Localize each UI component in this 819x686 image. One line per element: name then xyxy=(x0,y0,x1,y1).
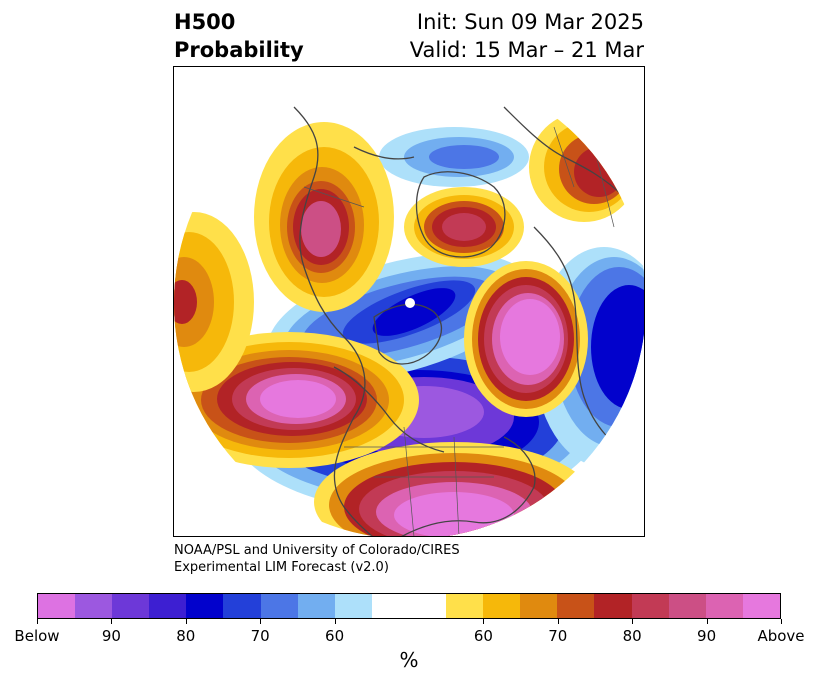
colorbar-segment xyxy=(668,594,706,618)
colorbar-segment xyxy=(260,594,298,618)
colorbar-segment xyxy=(742,594,780,618)
colorbar-tick-label: 90 xyxy=(697,627,717,645)
colorbar-tick-label: Above xyxy=(757,627,805,645)
title-line-1: H500 xyxy=(174,10,236,34)
north-pole-marker xyxy=(405,298,415,308)
colorbar-segment xyxy=(483,594,521,618)
colorbar-tick-label: 60 xyxy=(325,627,345,645)
colorbar-tick-label: 60 xyxy=(473,627,493,645)
colorbar-tick-label: 90 xyxy=(101,627,121,645)
above-north-atlantic xyxy=(464,261,588,417)
init-date: Init: Sun 09 Mar 2025 xyxy=(416,10,644,34)
colorbar-segment xyxy=(75,594,113,618)
colorbar-segment xyxy=(631,594,669,618)
colorbar-tick-label: 80 xyxy=(622,627,642,645)
colorbar-tick-mark xyxy=(483,619,485,624)
colorbar-tick-label: 70 xyxy=(250,627,270,645)
above-greenland xyxy=(404,187,524,267)
colorbar-segment xyxy=(149,594,187,618)
colorbar-segment xyxy=(371,594,409,618)
colorbar-tick-mark xyxy=(632,619,634,624)
chart-title: H500 Probability xyxy=(174,8,304,64)
colorbar-tick-mark xyxy=(706,619,708,624)
title-line-2: Probability xyxy=(174,38,304,62)
colorbar-segment xyxy=(112,594,150,618)
colorbar-tick-mark xyxy=(781,619,782,624)
colorbar-tick-label: 70 xyxy=(548,627,568,645)
colorbar-segment xyxy=(186,594,224,618)
forecast-dates: Init: Sun 09 Mar 2025 Valid: 15 Mar – 21… xyxy=(410,8,644,64)
valid-date: Valid: 15 Mar – 21 Mar xyxy=(409,38,644,62)
above-western-pacific xyxy=(174,212,254,392)
colorbar-segment xyxy=(38,594,76,618)
coastlines xyxy=(293,106,635,536)
credit-text: NOAA/PSL and University of Colorado/CIRE… xyxy=(174,542,460,576)
colorbar-segment xyxy=(334,594,372,618)
polar-map xyxy=(174,67,644,536)
colorbar-segment xyxy=(594,594,632,618)
colorbar-tick-mark xyxy=(557,619,559,624)
colorbar-segment xyxy=(408,594,447,618)
colorbar-tick-mark xyxy=(260,619,262,624)
colorbar-tick-mark xyxy=(185,619,187,624)
colorbar-tick-label: 80 xyxy=(176,627,196,645)
map-panel xyxy=(173,66,645,537)
colorbar-segment xyxy=(557,594,595,618)
colorbar-tick-label: Below xyxy=(14,627,60,645)
colorbar-tick-mark xyxy=(37,619,38,624)
colorbar-unit: % xyxy=(399,648,419,672)
colorbar-segment xyxy=(446,594,484,618)
colorbar xyxy=(37,593,781,619)
above-alaska-wcanada xyxy=(254,122,394,312)
credit-line-1: NOAA/PSL and University of Colorado/CIRE… xyxy=(174,543,460,558)
colorbar-tick-mark xyxy=(334,619,336,624)
colorbar-segment xyxy=(223,594,261,618)
below-north-atlantic-band xyxy=(379,127,529,187)
credit-line-2: Experimental LIM Forecast (v2.0) xyxy=(174,560,389,575)
colorbar-segment xyxy=(520,594,558,618)
colorbar-segment xyxy=(705,594,743,618)
above-north-pacific xyxy=(174,332,419,468)
colorbar-tick-mark xyxy=(111,619,113,624)
borders xyxy=(303,126,615,536)
colorbar-segment xyxy=(297,594,335,618)
